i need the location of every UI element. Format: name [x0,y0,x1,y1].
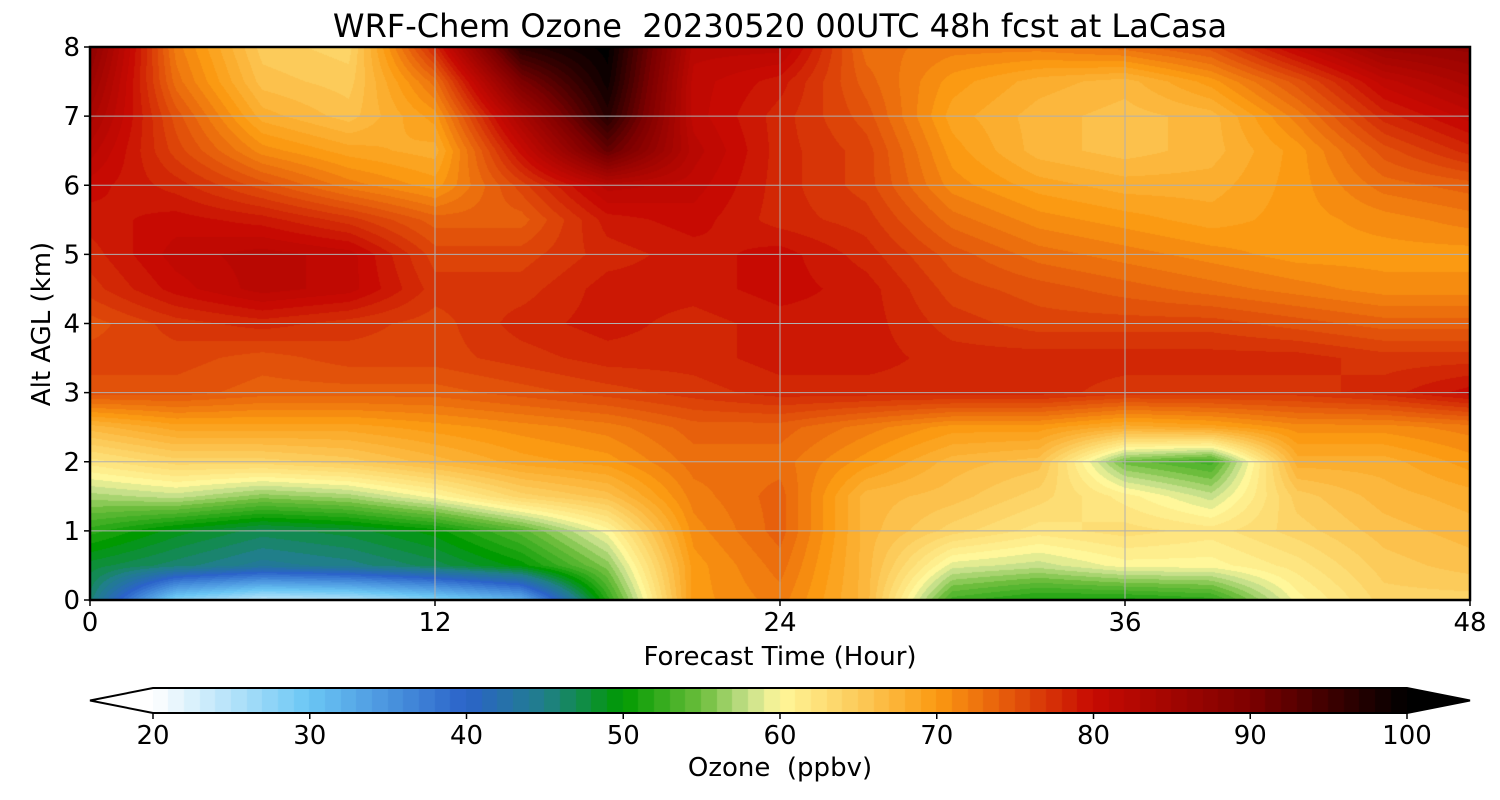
y-tick-label: 3 [63,379,80,409]
y-axis: 0 1 2 3 4 5 6 7 8 [63,33,90,616]
grid-lines [90,47,1470,600]
x-tick-label: 12 [418,608,451,638]
y-tick-label: 8 [63,33,80,63]
y-tick-label: 2 [63,448,80,478]
y-tick-label: 7 [63,102,80,132]
x-tick-label: 24 [763,608,796,638]
colorbar [153,688,1407,713]
plot-border [88,45,1472,602]
x-tick-label: 0 [82,608,99,638]
y-tick-label: 5 [63,240,80,270]
y-tick-label: 0 [63,586,80,616]
chart-title: WRF-Chem Ozone 20230520 00UTC 48h fcst a… [332,7,1228,45]
x-axis: 0 12 24 36 48 [82,600,1487,638]
plot-area [90,47,1470,600]
y-tick-label: 6 [63,171,80,201]
y-tick-label: 1 [63,517,80,547]
x-tick-label: 36 [1108,608,1141,638]
x-tick-label: 48 [1453,608,1486,638]
x-axis-label: Forecast Time (Hour) [643,642,916,672]
y-axis-label: Alt AGL (km) [27,242,57,406]
y-tick-label: 4 [63,310,80,340]
